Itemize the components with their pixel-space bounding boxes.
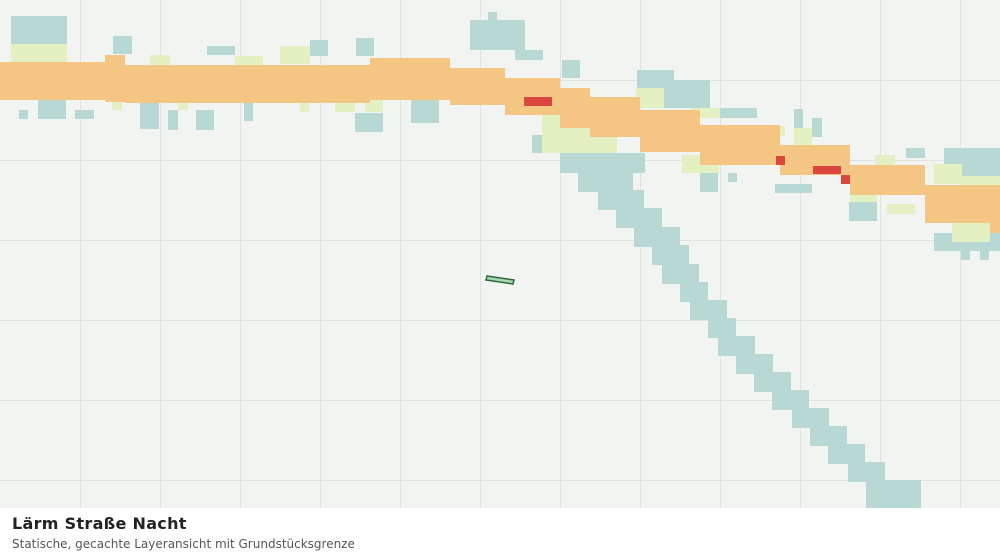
noise-high xyxy=(0,55,1000,233)
layer-title: Lärm Straße Nacht xyxy=(12,514,187,533)
layer-subtitle: Statische, gecachte Layeransicht mit Gru… xyxy=(12,537,355,551)
parcel-boundary[interactable] xyxy=(485,275,515,285)
noise-diagonal xyxy=(560,153,921,508)
map-view xyxy=(0,0,1000,508)
footer: Lärm Straße Nacht Statische, gecachte La… xyxy=(0,508,1000,560)
